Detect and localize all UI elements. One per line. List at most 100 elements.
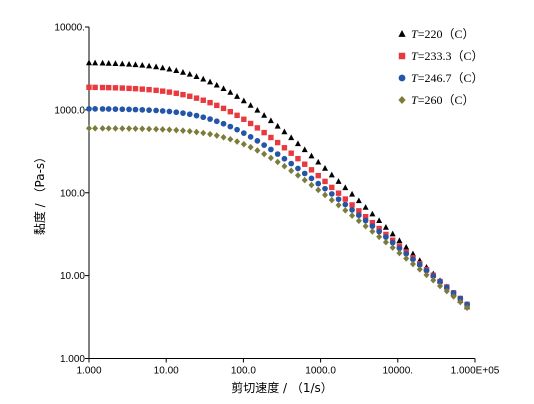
legend-marker (398, 96, 406, 104)
data-point (389, 244, 396, 251)
data-point (450, 289, 457, 296)
legend-label: T=246.7（C） (411, 71, 483, 85)
data-point (416, 266, 423, 273)
data-point (241, 116, 247, 122)
data-point (382, 238, 389, 246)
data-point (308, 152, 315, 159)
data-point (186, 127, 193, 135)
data-point (376, 233, 383, 241)
data-point (376, 217, 383, 224)
data-point (126, 125, 133, 132)
data-point (409, 250, 416, 257)
data-point (437, 278, 443, 285)
data-point (355, 197, 362, 204)
data-point (295, 155, 301, 162)
data-point (261, 129, 267, 136)
data-point (139, 106, 146, 113)
data-point (281, 162, 288, 170)
data-point (234, 112, 240, 119)
data-point (410, 256, 416, 263)
data-point (315, 158, 322, 165)
data-point (254, 137, 261, 144)
data-point (180, 110, 186, 117)
data-point (362, 217, 369, 224)
data-point (267, 154, 274, 162)
x-tick-label: 10000. (383, 366, 414, 377)
data-point (86, 105, 92, 112)
data-point (200, 114, 207, 121)
data-point (349, 202, 355, 208)
data-point (342, 207, 349, 214)
data-point (166, 89, 173, 95)
data-point (234, 126, 240, 133)
data-point (213, 132, 220, 139)
data-point (294, 140, 301, 147)
data-point (457, 298, 464, 306)
data-point (369, 223, 376, 229)
data-point (464, 304, 471, 312)
data-point (342, 196, 349, 202)
data-point (132, 106, 139, 113)
x-tick-label: 10.00 (154, 366, 179, 377)
data-point (247, 102, 254, 108)
data-point (329, 184, 335, 191)
data-point (376, 225, 382, 232)
plot-series (86, 59, 471, 312)
x-tick-label: 100.0 (231, 366, 256, 377)
data-point (301, 176, 308, 184)
data-point (450, 293, 457, 300)
data-point (132, 85, 139, 92)
data-point (403, 250, 410, 257)
data-point (207, 116, 213, 122)
data-point (247, 143, 254, 151)
data-point (187, 93, 193, 99)
x-tick-label: 1000.0 (305, 366, 336, 377)
data-point (146, 107, 152, 113)
data-point (328, 196, 335, 204)
data-point (92, 106, 98, 112)
data-point (382, 223, 389, 230)
data-point (112, 85, 119, 91)
data-point (207, 130, 214, 138)
data-point (396, 245, 403, 252)
y-tick-label: 10000. (54, 23, 85, 34)
data-point (315, 172, 321, 179)
data-point (173, 90, 179, 96)
data-point (139, 125, 146, 133)
data-point (396, 249, 403, 257)
data-point (200, 75, 207, 82)
data-point (220, 133, 227, 141)
data-point (86, 125, 92, 132)
data-point (322, 178, 328, 185)
x-tick-label: 1.000E+05 (451, 366, 500, 377)
data-point (267, 117, 274, 124)
data-point (240, 97, 247, 104)
data-point (430, 276, 437, 284)
data-point (281, 155, 288, 162)
data-point (227, 135, 234, 143)
data-point (193, 95, 200, 101)
data-point (179, 69, 186, 75)
x-tick-label: 1.000 (76, 366, 101, 377)
data-point (423, 271, 430, 279)
data-point (443, 284, 450, 291)
series-circle (86, 105, 470, 308)
data-point (430, 273, 437, 279)
data-point (376, 228, 382, 235)
data-point (220, 120, 227, 127)
data-point (240, 140, 247, 148)
data-point (362, 222, 369, 230)
data-point (220, 105, 227, 112)
data-point (99, 59, 106, 66)
legend-marker (398, 52, 406, 60)
data-point (261, 142, 267, 148)
data-point (126, 106, 132, 113)
data-point (294, 172, 301, 179)
data-point (99, 106, 106, 112)
data-point (119, 125, 126, 132)
legend-item: T=220（C） (398, 27, 474, 41)
data-point (268, 146, 274, 153)
data-point (153, 107, 159, 114)
data-point (274, 151, 281, 157)
